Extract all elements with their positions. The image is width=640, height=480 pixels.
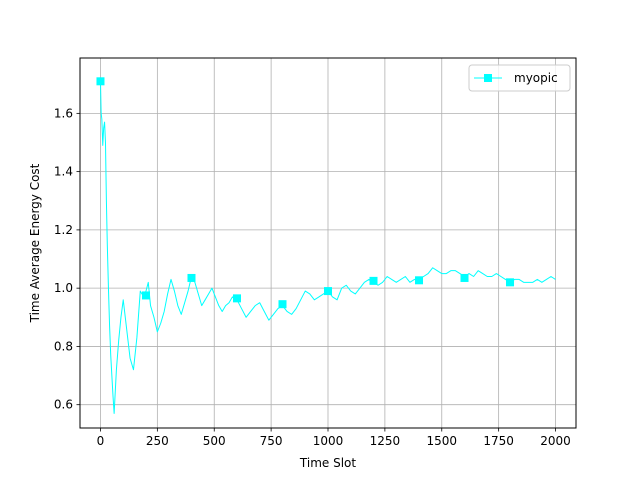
data-point-marker — [141, 291, 150, 300]
data-point-marker — [460, 273, 469, 282]
x-tick-label: 0 — [97, 434, 105, 448]
y-axis-label: Time Average Energy Cost — [28, 163, 42, 323]
data-point-marker — [369, 276, 378, 285]
x-tick-label: 500 — [203, 434, 226, 448]
legend-marker — [484, 74, 492, 82]
data-point-marker — [278, 300, 287, 309]
y-tick-label: 0.6 — [54, 398, 73, 412]
data-point-marker — [187, 273, 196, 282]
x-tick-label: 250 — [146, 434, 169, 448]
data-point-marker — [415, 276, 424, 285]
x-axis-label: Time Slot — [299, 456, 356, 470]
y-axis-ticks: 0.6 0.8 1.0 1.2 1.4 1.6 — [54, 106, 80, 412]
x-tick-label: 1500 — [426, 434, 457, 448]
y-tick-label: 1.2 — [54, 223, 73, 237]
x-tick-label: 1000 — [313, 434, 344, 448]
legend-box — [468, 64, 571, 92]
data-point-marker — [232, 294, 241, 303]
y-tick-label: 1.0 — [54, 281, 73, 295]
x-tick-label: 1750 — [483, 434, 514, 448]
data-point-marker — [506, 278, 515, 287]
x-tick-label: 750 — [260, 434, 283, 448]
series-layer — [96, 77, 556, 414]
y-tick-label: 1.4 — [54, 165, 73, 179]
x-axis-ticks: 0 250 500 750 1000 1250 1500 1750 2000 — [97, 428, 571, 448]
x-tick-label: 2000 — [540, 434, 571, 448]
legend-label-myopic: myopic — [514, 71, 558, 85]
legend: myopic — [468, 64, 571, 92]
y-tick-label: 0.8 — [54, 339, 73, 353]
data-point-marker — [96, 77, 105, 86]
data-point-marker — [324, 287, 332, 296]
x-tick-label: 1250 — [370, 434, 401, 448]
y-tick-label: 1.6 — [54, 106, 73, 120]
